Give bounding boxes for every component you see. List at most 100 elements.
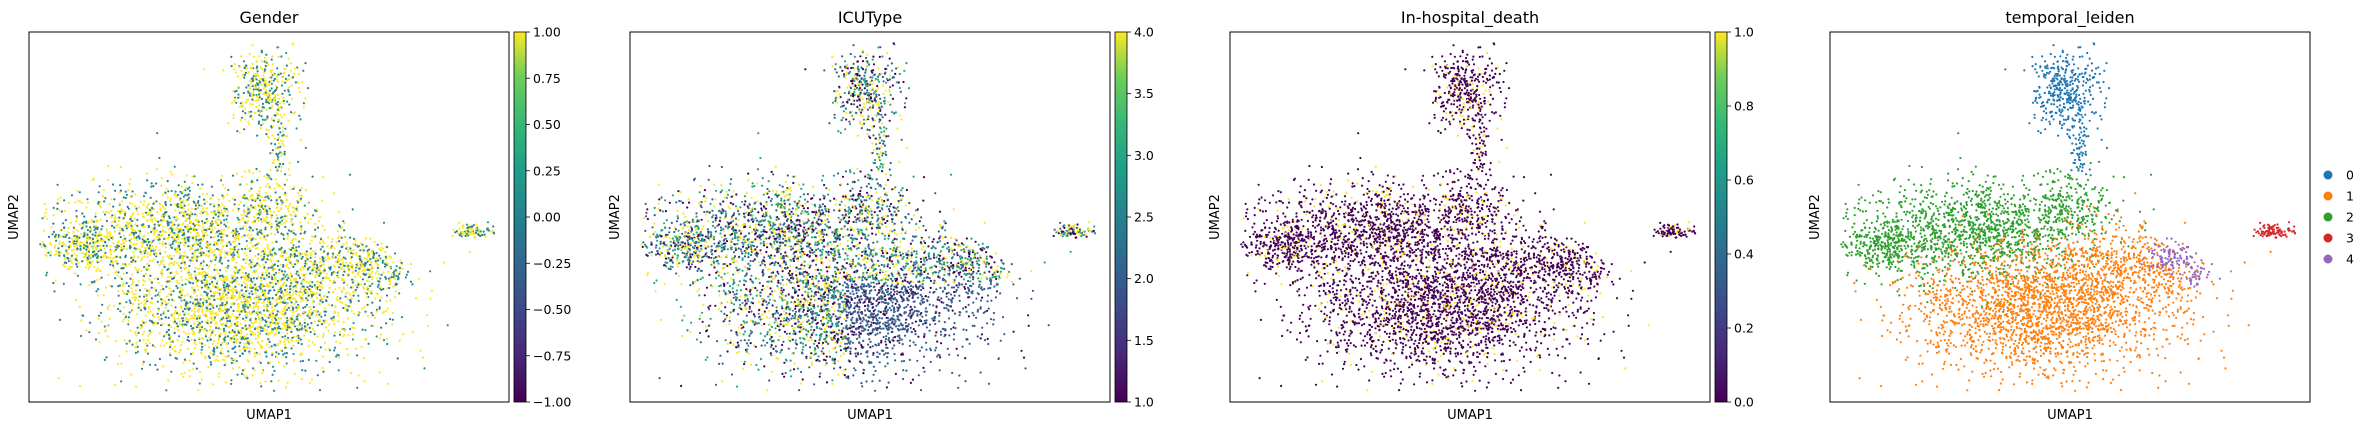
point [248, 324, 251, 327]
point [146, 213, 149, 217]
point [190, 338, 193, 341]
point [222, 228, 225, 231]
point [160, 274, 164, 277]
point [292, 232, 295, 235]
point [78, 200, 82, 203]
point [248, 311, 251, 314]
point [250, 204, 253, 207]
point [380, 246, 383, 249]
point [313, 260, 317, 263]
point [87, 238, 90, 241]
point [378, 272, 381, 276]
point [231, 174, 235, 177]
point [197, 219, 200, 222]
point [237, 238, 240, 241]
point [243, 170, 247, 173]
point [338, 235, 341, 238]
point [47, 235, 51, 238]
point [220, 318, 223, 321]
point [108, 304, 111, 307]
point [254, 86, 257, 89]
point [148, 329, 151, 332]
point [359, 242, 362, 245]
point [218, 249, 221, 252]
point [251, 293, 254, 296]
point [292, 112, 295, 115]
point [258, 264, 261, 267]
point [150, 281, 154, 284]
point [273, 114, 276, 117]
point [251, 220, 254, 224]
point [241, 101, 244, 104]
point [287, 256, 290, 259]
point [240, 284, 243, 287]
point [297, 160, 300, 163]
point [240, 310, 243, 313]
point [238, 291, 241, 294]
point [321, 199, 324, 202]
point [59, 196, 62, 199]
point [212, 216, 215, 219]
point [147, 240, 150, 243]
point [275, 271, 278, 274]
point [352, 253, 355, 256]
point [186, 321, 189, 324]
point [150, 297, 153, 300]
point [265, 296, 268, 299]
point [349, 261, 352, 264]
point [286, 381, 289, 384]
point [162, 256, 165, 259]
point [180, 278, 183, 282]
point [270, 87, 273, 90]
point [191, 329, 194, 333]
point [85, 206, 88, 209]
point [169, 344, 172, 347]
point [377, 280, 380, 283]
point [229, 331, 232, 334]
point [230, 65, 233, 68]
point [59, 235, 62, 238]
point [172, 290, 175, 293]
point [292, 265, 295, 268]
point [305, 289, 308, 293]
point [223, 304, 226, 307]
point [146, 289, 149, 292]
point [308, 381, 311, 384]
point [94, 338, 98, 341]
point [180, 185, 183, 188]
point [236, 303, 239, 306]
point [236, 337, 239, 340]
point [189, 221, 192, 224]
point [253, 265, 256, 268]
point [266, 221, 269, 224]
point [198, 267, 201, 270]
point [320, 323, 324, 326]
point [99, 201, 102, 204]
point [165, 187, 168, 191]
point [219, 256, 222, 259]
point [98, 314, 101, 317]
point [173, 193, 176, 196]
point [140, 301, 143, 304]
point [260, 220, 263, 223]
point [238, 105, 242, 108]
point [137, 268, 140, 271]
point [274, 299, 277, 302]
point [375, 310, 378, 313]
point [338, 330, 341, 333]
point [321, 224, 324, 227]
point [277, 73, 280, 76]
point [188, 189, 191, 192]
point [278, 268, 281, 271]
point [295, 260, 298, 263]
point [275, 259, 278, 262]
point [372, 253, 375, 256]
point [176, 312, 179, 315]
point [283, 324, 286, 327]
point [117, 307, 120, 311]
point [292, 210, 295, 213]
point [206, 234, 209, 237]
point [385, 300, 388, 303]
point [368, 259, 371, 262]
point [148, 293, 151, 296]
